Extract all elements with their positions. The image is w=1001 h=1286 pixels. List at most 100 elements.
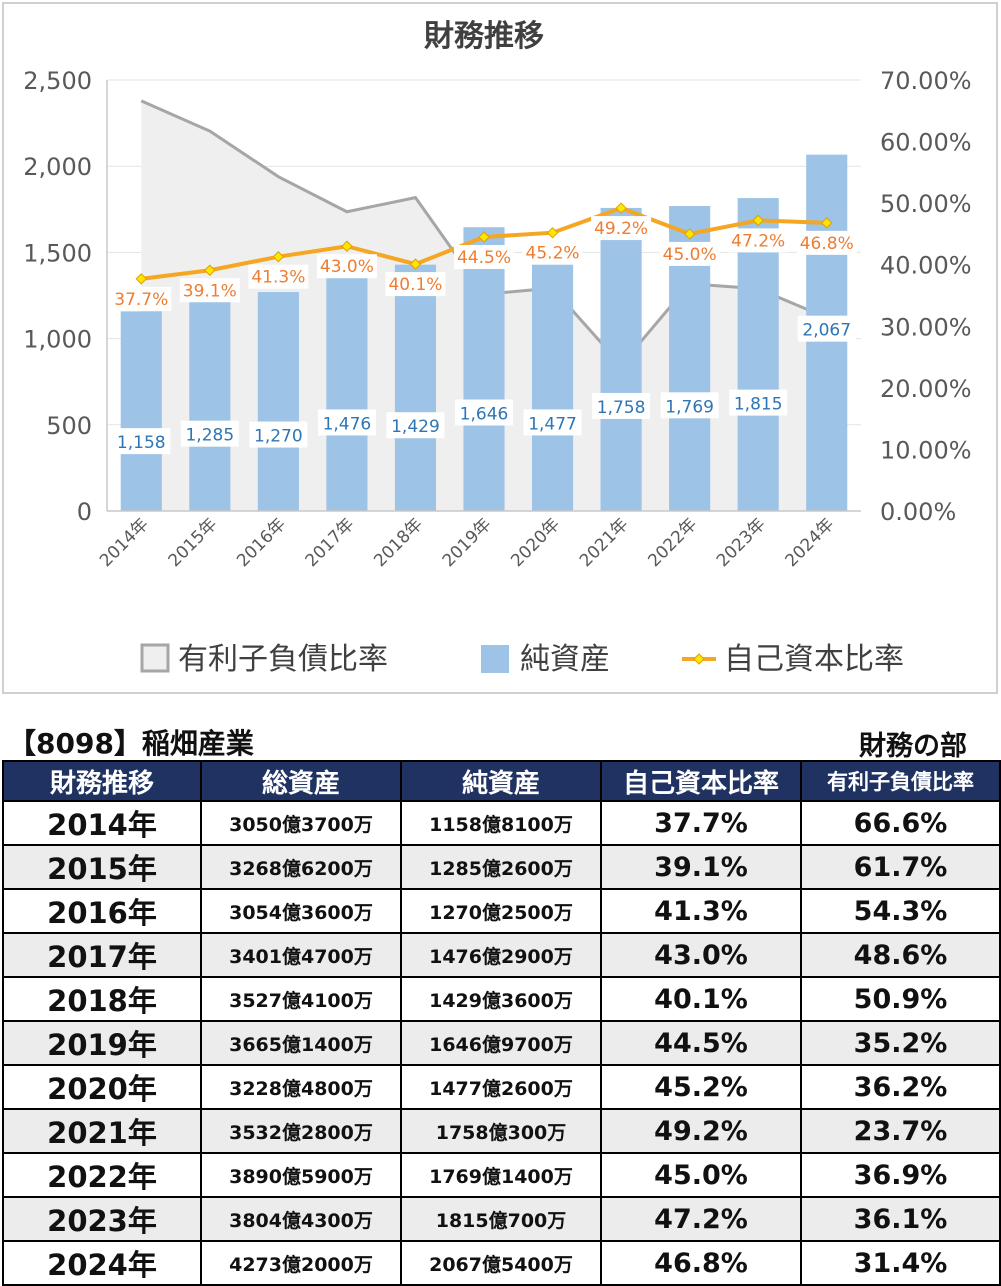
bar-data-label: 1,769 (665, 397, 714, 417)
y-right-tick-label: 60.00% (880, 129, 972, 157)
x-tick-label: 2021年 (576, 514, 633, 571)
bar-label-bg (660, 392, 719, 419)
cell-year: 2020年 (2, 1064, 202, 1110)
x-tick-label: 2020年 (507, 514, 564, 571)
equity-ratio-point (341, 240, 353, 252)
table-row: 2019年 3665億1400万 1646億9700万 44.5% 35.2% (2, 1020, 1001, 1066)
equity-ratio-point (615, 202, 627, 214)
cell-year: 2015年 (2, 844, 202, 890)
y-left-tick-label: 2,000 (23, 153, 92, 181)
table-row: 2022年 3890億5900万 1769億1400万 45.0% 36.9% (2, 1152, 1001, 1198)
table-row: 2020年 3228億4800万 1477億2600万 45.2% 36.2% (2, 1064, 1001, 1110)
net-assets-bar (189, 289, 231, 511)
cell-debt-ratio: 54.3% (800, 888, 1001, 934)
line-label-bg (659, 241, 720, 266)
x-tick-label: 2019年 (439, 514, 496, 571)
table-row: 2017年 3401億4700万 1476億2900万 43.0% 48.6% (2, 932, 1001, 978)
cell-net-assets: 1477億2600万 (400, 1064, 602, 1110)
bar-label-bg (592, 392, 651, 419)
cell-year: 2014年 (2, 800, 202, 846)
cell-equity-ratio: 44.5% (600, 1020, 802, 1066)
bar-label-bg (729, 389, 788, 416)
table-row: 2014年 3050億3700万 1158億8100万 37.7% 66.6% (2, 800, 1001, 846)
cell-year: 2018年 (2, 976, 202, 1022)
x-tick-label: 2022年 (644, 514, 701, 571)
net-assets-bar (326, 256, 368, 511)
equity-ratio-point (546, 226, 559, 239)
cell-total-assets: 3268億6200万 (200, 844, 402, 890)
chart-frame: 財務推移 0 500 1,000 1,500 2,000 2,500 0.00% 10.00% 2… (2, 2, 998, 694)
bar-data-label: 1,477 (528, 414, 577, 434)
y-right-tick-label: 40.00% (880, 252, 972, 280)
cell-net-assets: 1769億1400万 (400, 1152, 602, 1198)
cell-net-assets: 2067億5400万 (400, 1240, 602, 1286)
table-body: 2014年 3050億3700万 1158億8100万 37.7% 66.6% 2015年… (2, 800, 1001, 1286)
bar-data-label: 1,429 (391, 417, 440, 437)
cell-debt-ratio: 66.6% (800, 800, 1001, 846)
cell-debt-ratio: 36.1% (800, 1196, 1001, 1242)
cell-debt-ratio: 61.7% (800, 844, 1001, 890)
cell-equity-ratio: 41.3% (600, 888, 802, 934)
legend-net-assets-swatch (481, 645, 509, 673)
cell-debt-ratio: 48.6% (800, 932, 1001, 978)
equity-ratio-point (204, 264, 216, 276)
cell-total-assets: 3054億3600万 (200, 888, 402, 934)
net-assets-bar (120, 311, 162, 511)
cell-year: 2016年 (2, 888, 202, 934)
cell-equity-ratio: 45.2% (600, 1064, 802, 1110)
line-label-bg (728, 228, 789, 253)
line-data-label: 45.2% (526, 244, 580, 264)
line-data-label: 45.0% (663, 245, 717, 265)
cell-year: 2021年 (2, 1108, 202, 1154)
bar-label-bg (180, 420, 239, 447)
cell-total-assets: 3228億4800万 (200, 1064, 402, 1110)
table-row: 2023年 3804億4300万 1815億700万 47.2% 36.1% (2, 1196, 1001, 1242)
cell-equity-ratio: 43.0% (600, 932, 802, 978)
cell-year: 2022年 (2, 1152, 202, 1198)
line-label-bg (111, 286, 172, 311)
cell-total-assets: 3890億5900万 (200, 1152, 402, 1198)
cell-net-assets: 1158億8100万 (400, 800, 602, 846)
line-data-label: 40.1% (388, 275, 442, 295)
bar-label-bg (455, 399, 513, 426)
line-data-label: 46.8% (800, 234, 854, 254)
x-tick-label: 2024年 (782, 514, 839, 571)
equity-ratio-point (272, 251, 285, 263)
table-row: 2021年 3532億2800万 1758億300万 49.2% 23.7% (2, 1108, 1001, 1154)
bar-data-label: 1,476 (323, 414, 372, 434)
equity-ratio-point (752, 214, 764, 227)
table-header-row: 財務推移 総資産 純資産 自己資本比率 有利子負債比率 (2, 760, 1001, 802)
bar-data-label: 2,067 (802, 321, 851, 341)
cell-net-assets: 1815億700万 (400, 1196, 602, 1242)
section-label: 財務の部 (859, 731, 967, 762)
bar-label-bg (317, 409, 376, 436)
cell-total-assets: 3401億4700万 (200, 932, 402, 978)
line-label-bg (248, 264, 309, 289)
y-right-tick-label: 0.00% (880, 498, 956, 526)
cell-year: 2023年 (2, 1196, 202, 1242)
table-row: 2015年 3268億6200万 1285億2600万 39.1% 61.7% (2, 844, 1001, 890)
x-tick-label: 2016年 (233, 514, 290, 571)
header-period: 財務推移 (2, 760, 202, 802)
bar-label-bg (112, 428, 171, 455)
cell-debt-ratio: 23.7% (800, 1108, 1001, 1154)
net-assets-bar (600, 207, 642, 511)
cell-year: 2024年 (2, 1240, 202, 1286)
x-tick-label: 2023年 (713, 514, 770, 571)
line-label-bg (316, 254, 377, 279)
table-row: 2016年 3054億3600万 1270億2500万 41.3% 54.3% (2, 888, 1001, 934)
cell-total-assets: 3050億3700万 (200, 800, 402, 846)
cell-debt-ratio: 36.9% (800, 1152, 1001, 1198)
net-assets-bar (463, 227, 505, 511)
cell-net-assets: 1285億2600万 (400, 844, 602, 890)
line-data-label: 39.1% (183, 281, 237, 301)
line-data-label: 43.0% (320, 257, 374, 277)
line-data-label: 41.3% (251, 268, 305, 288)
legend-debt-label: 有利子負債比率 (178, 642, 388, 677)
net-assets-bar (531, 256, 574, 511)
cell-total-assets: 3804億4300万 (200, 1196, 402, 1242)
table-row: 2024年 4273億2000万 2067億5400万 46.8% 31.4% (2, 1240, 1001, 1286)
legend-equity-marker (693, 653, 705, 665)
bar-label-bg (523, 409, 582, 436)
equity-ratio-point (683, 228, 696, 240)
